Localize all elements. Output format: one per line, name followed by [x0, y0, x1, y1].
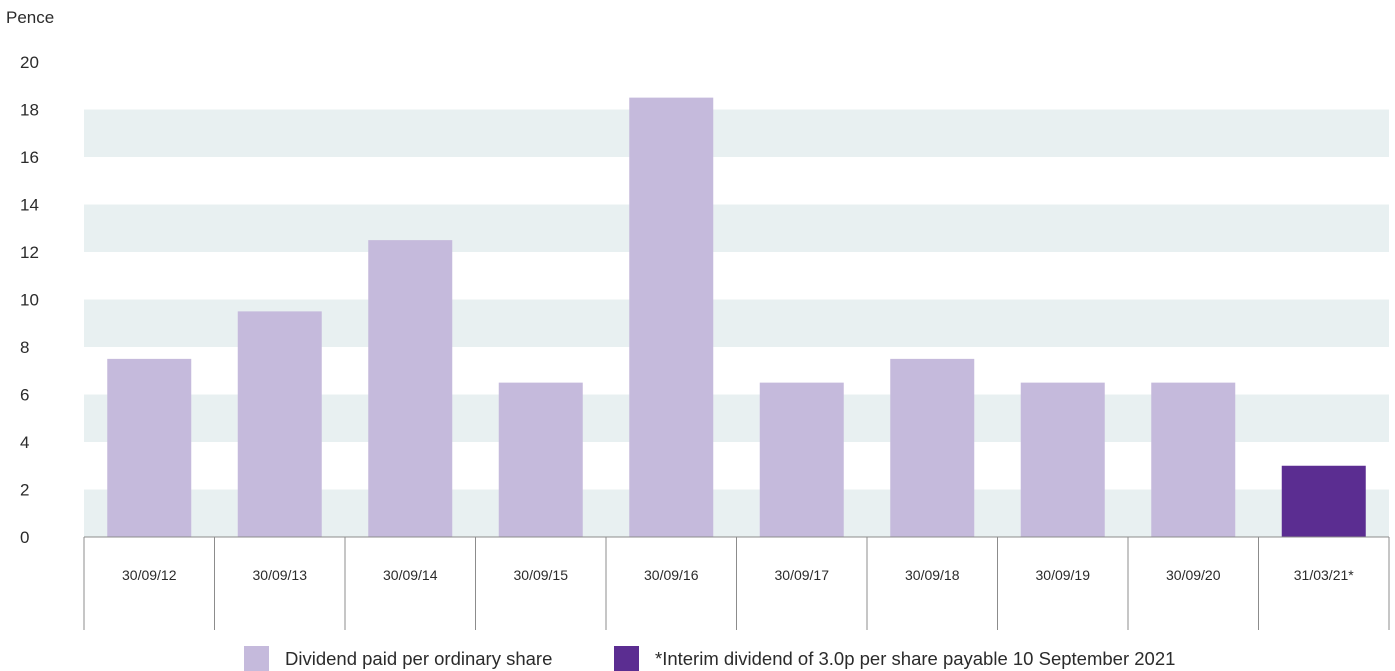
bar-30/09/15 [499, 383, 583, 537]
x-tick-label: 30/09/18 [905, 567, 960, 583]
y-tick-label: 6 [20, 386, 29, 405]
bar-31/03/21* [1282, 466, 1366, 537]
y-tick-label: 14 [20, 196, 39, 215]
legend-label-interim: *Interim dividend of 3.0p per share paya… [655, 648, 1175, 670]
x-tick-label: 30/09/19 [1036, 567, 1091, 583]
x-tick-label: 30/09/17 [775, 567, 830, 583]
bar-30/09/18 [890, 359, 974, 537]
legend-item-dividend: Dividend paid per ordinary share [244, 646, 552, 671]
x-tick-label: 30/09/16 [644, 567, 699, 583]
y-tick-labels: 0 2 4 6 8 10 12 14 16 18 20 [20, 53, 39, 547]
legend-swatch-dividend [244, 646, 269, 671]
y-tick-label: 2 [20, 481, 29, 500]
legend-label-dividend: Dividend paid per ordinary share [285, 648, 552, 670]
y-tick-label: 10 [20, 291, 39, 310]
x-tick-label: 30/09/15 [514, 567, 569, 583]
y-tick-label: 18 [20, 101, 39, 120]
bar-30/09/13 [238, 311, 322, 537]
x-tick-label: 30/09/14 [383, 567, 438, 583]
bar-30/09/19 [1021, 383, 1105, 537]
bar-30/09/20 [1151, 383, 1235, 537]
grid-band [84, 110, 1389, 158]
y-tick-label: 4 [20, 433, 29, 452]
y-tick-label: 0 [20, 528, 29, 547]
bar-30/09/14 [368, 240, 452, 537]
x-axis: 30/09/12 30/09/13 30/09/14 30/09/15 30/09/16… [84, 537, 1389, 630]
legend: Dividend paid per ordinary share *Interi… [0, 646, 1395, 670]
y-tick-label: 12 [20, 243, 39, 262]
bar-30/09/12 [107, 359, 191, 537]
x-tick-label: 31/03/21* [1294, 567, 1354, 583]
y-tick-label: 20 [20, 53, 39, 72]
x-tick-label: 30/09/12 [122, 567, 177, 583]
bar-30/09/17 [760, 383, 844, 537]
x-tick-label: 30/09/20 [1166, 567, 1221, 583]
y-tick-label: 8 [20, 338, 29, 357]
y-tick-label: 16 [20, 148, 39, 167]
legend-item-interim: *Interim dividend of 3.0p per share paya… [614, 646, 1175, 671]
legend-swatch-interim [614, 646, 639, 671]
x-tick-label: 30/09/13 [253, 567, 308, 583]
bar-30/09/16 [629, 98, 713, 537]
grid-band [84, 205, 1389, 253]
